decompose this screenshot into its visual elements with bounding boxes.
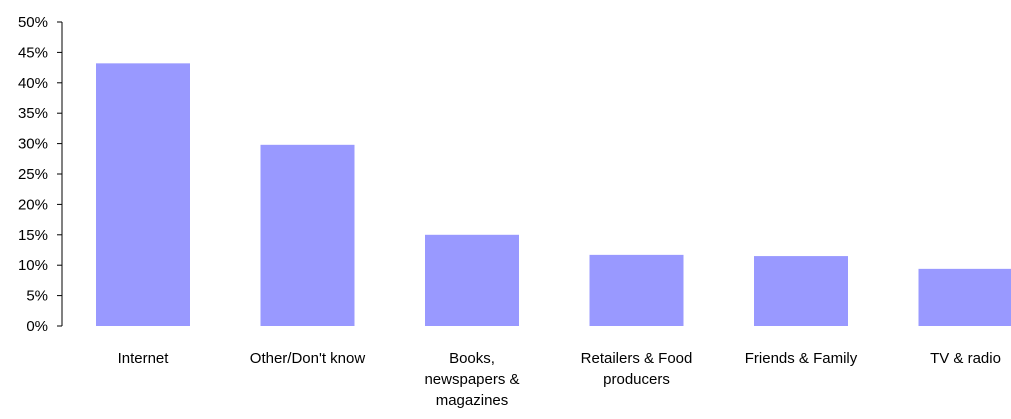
y-tick-label: 0% [26, 318, 48, 335]
y-tick-label: 25% [18, 166, 48, 183]
bar [589, 254, 684, 326]
x-tick-label: Friends & Family [745, 350, 858, 367]
y-tick-label: 45% [18, 44, 48, 61]
y-tick-label: 30% [18, 136, 48, 153]
x-tick-label: Retailers & Food producers [581, 350, 693, 388]
x-tick-label: Books, newspapers & magazines [424, 350, 519, 409]
bar [918, 268, 1011, 326]
y-tick-label: 5% [26, 288, 48, 305]
x-tick-label: TV & radio [930, 350, 1001, 367]
y-tick-label: 35% [18, 105, 48, 122]
bar [425, 234, 519, 326]
x-tick-label: Internet [118, 350, 170, 367]
y-tick-label: 15% [18, 227, 48, 244]
bar [754, 256, 848, 326]
y-tick-label: 50% [18, 14, 48, 31]
bar [260, 144, 355, 326]
bar [96, 63, 190, 327]
y-tick-label: 10% [18, 257, 48, 274]
x-tick-label: Other/Don't know [250, 350, 366, 367]
y-tick-label: 20% [18, 196, 48, 213]
y-tick-label: 40% [18, 75, 48, 92]
